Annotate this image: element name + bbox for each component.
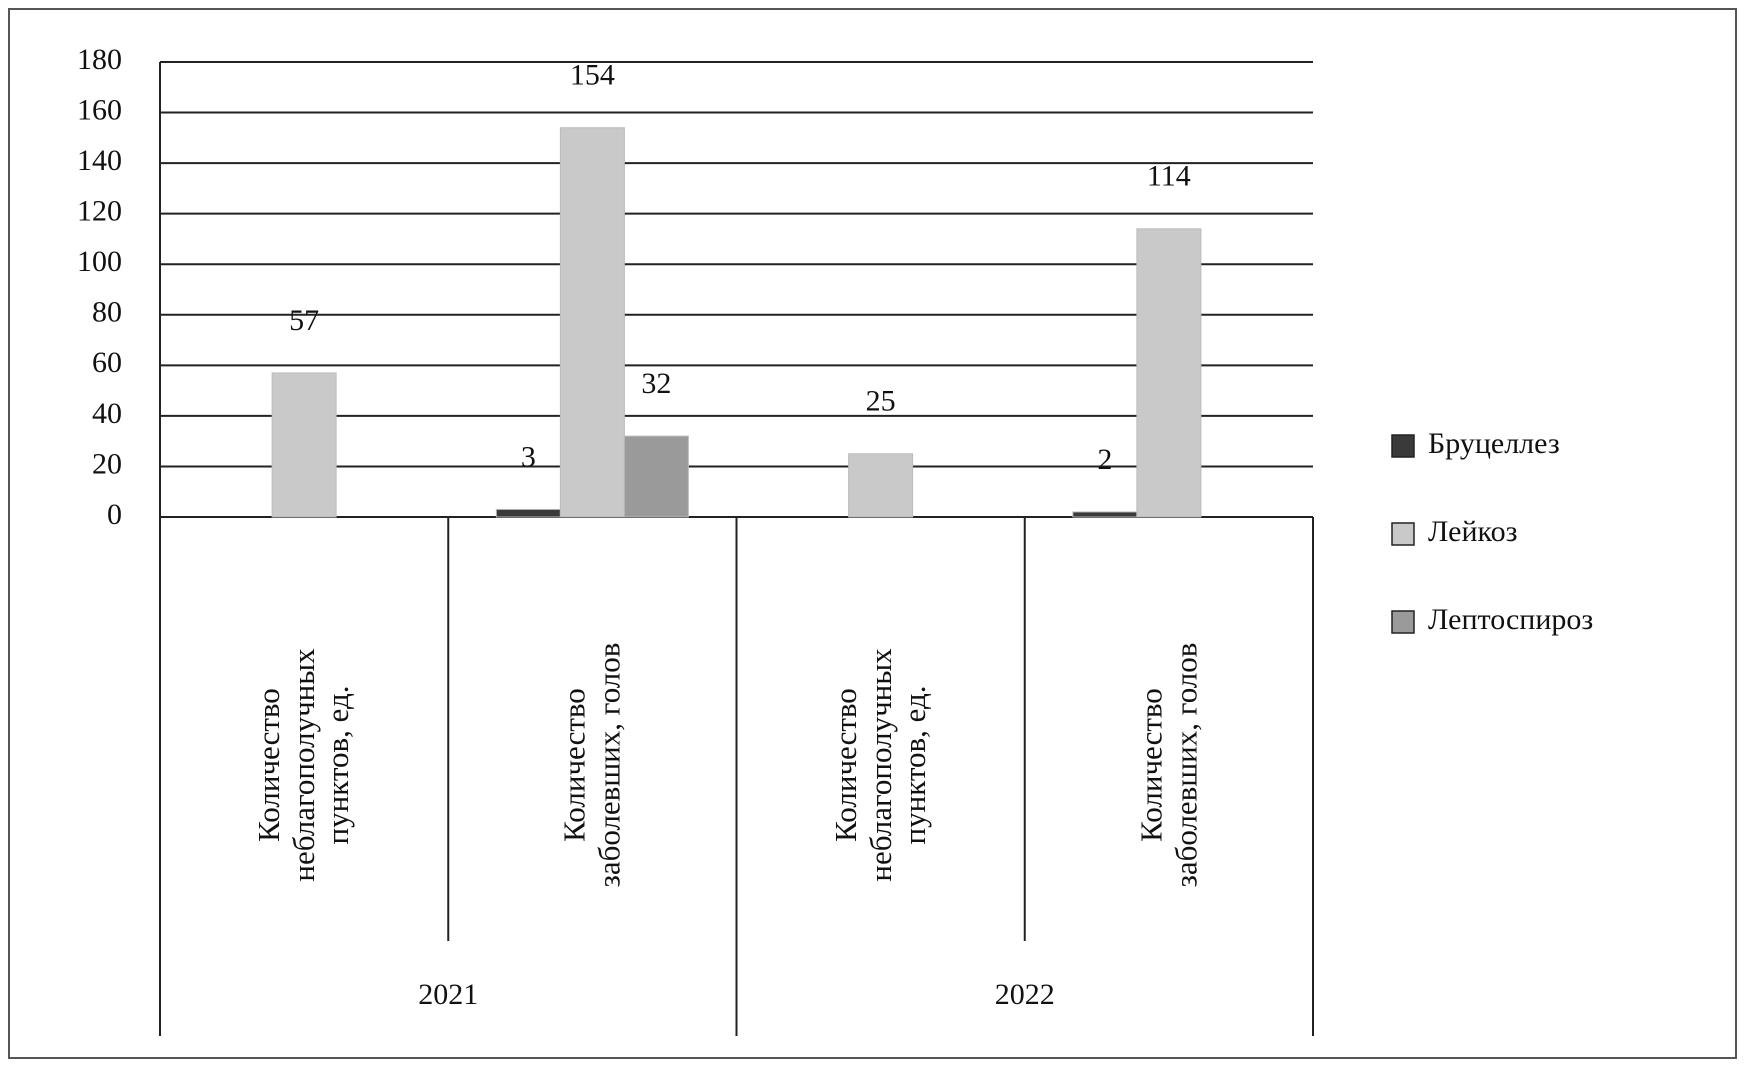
bar	[271, 372, 337, 518]
data-label: 25	[866, 385, 896, 418]
group-label: 2021	[418, 978, 478, 1011]
bar	[495, 508, 561, 518]
y-tick-label: 0	[107, 498, 122, 531]
bar	[848, 453, 914, 518]
y-tick-label: 80	[92, 296, 122, 329]
x-tick-label: Количество неблагополучных пунктов, ед.	[827, 648, 932, 882]
data-label: 32	[641, 367, 671, 400]
y-tick-label: 40	[92, 397, 122, 430]
y-tick-label: 180	[77, 43, 122, 76]
legend-label: Бруцеллез	[1428, 427, 1560, 460]
x-tick-label: Количество заболевших, голов	[1133, 642, 1203, 888]
data-label: 154	[570, 59, 615, 92]
data-label: 114	[1147, 160, 1191, 193]
x-tick-label: Количество неблагополучных пунктов, ед.	[251, 648, 356, 882]
x-tick-label: Количество заболевших, голов	[556, 642, 627, 888]
bar	[1136, 228, 1202, 518]
data-label: 57	[289, 304, 319, 337]
legend-label: Лейкоз	[1428, 515, 1517, 548]
y-tick-label: 20	[92, 447, 122, 480]
data-label: 3	[521, 440, 536, 473]
y-tick-label: 140	[77, 144, 122, 177]
bar	[1072, 511, 1138, 518]
y-tick-label: 60	[92, 346, 122, 379]
legend-swatch	[1391, 610, 1415, 634]
group-label: 2022	[995, 978, 1055, 1011]
data-label: 2	[1097, 443, 1112, 476]
frame	[8, 8, 1737, 1059]
legend-label: Лептоспироз	[1428, 603, 1593, 636]
y-tick-label: 120	[77, 195, 122, 228]
y-tick-label: 160	[77, 93, 122, 126]
bar	[623, 435, 689, 518]
legend-swatch	[1391, 434, 1415, 458]
y-tick-label: 100	[77, 245, 122, 278]
bar	[559, 127, 625, 518]
legend-swatch	[1391, 522, 1415, 546]
